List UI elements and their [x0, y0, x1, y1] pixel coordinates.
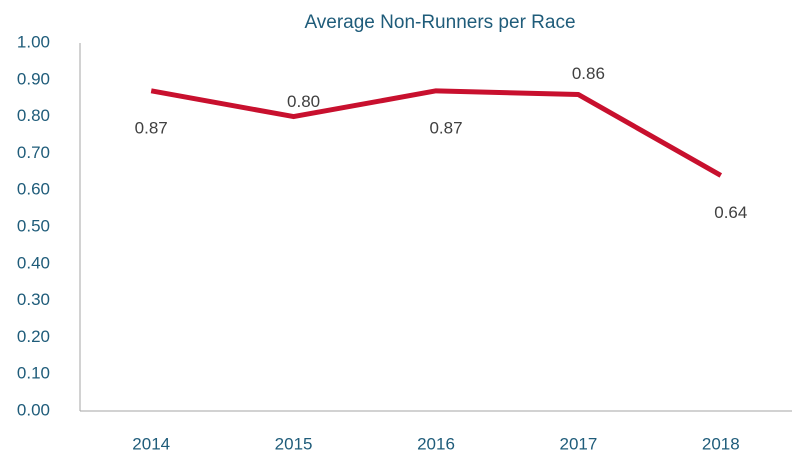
data-label: 0.87 [429, 118, 462, 137]
y-tick-label: 0.10 [17, 364, 50, 383]
y-tick-label: 0.60 [17, 180, 50, 199]
y-tick-label: 0.90 [17, 69, 50, 88]
y-tick-label: 1.00 [17, 32, 50, 51]
x-tick-label: 2015 [275, 434, 313, 453]
x-tick-label: 2017 [559, 434, 597, 453]
data-label: 0.80 [287, 92, 320, 111]
data-label: 0.64 [714, 203, 747, 222]
y-tick-label: 0.20 [17, 327, 50, 346]
data-line [150, 88, 723, 178]
x-tick-label: 2018 [702, 434, 740, 453]
y-tick-label: 0.30 [17, 290, 50, 309]
y-tick-label: 0.80 [17, 106, 50, 125]
y-tick-label: 0.00 [17, 400, 50, 419]
y-tick-label: 0.70 [17, 143, 50, 162]
y-tick-label: 0.40 [17, 253, 50, 272]
x-tick-label: 2016 [417, 434, 455, 453]
data-label: 0.87 [135, 118, 168, 137]
data-label: 0.86 [572, 64, 605, 83]
x-tick-label: 2014 [132, 434, 170, 453]
chart-title: Average Non-Runners per Race [304, 12, 575, 33]
y-tick-label: 0.50 [17, 216, 50, 235]
